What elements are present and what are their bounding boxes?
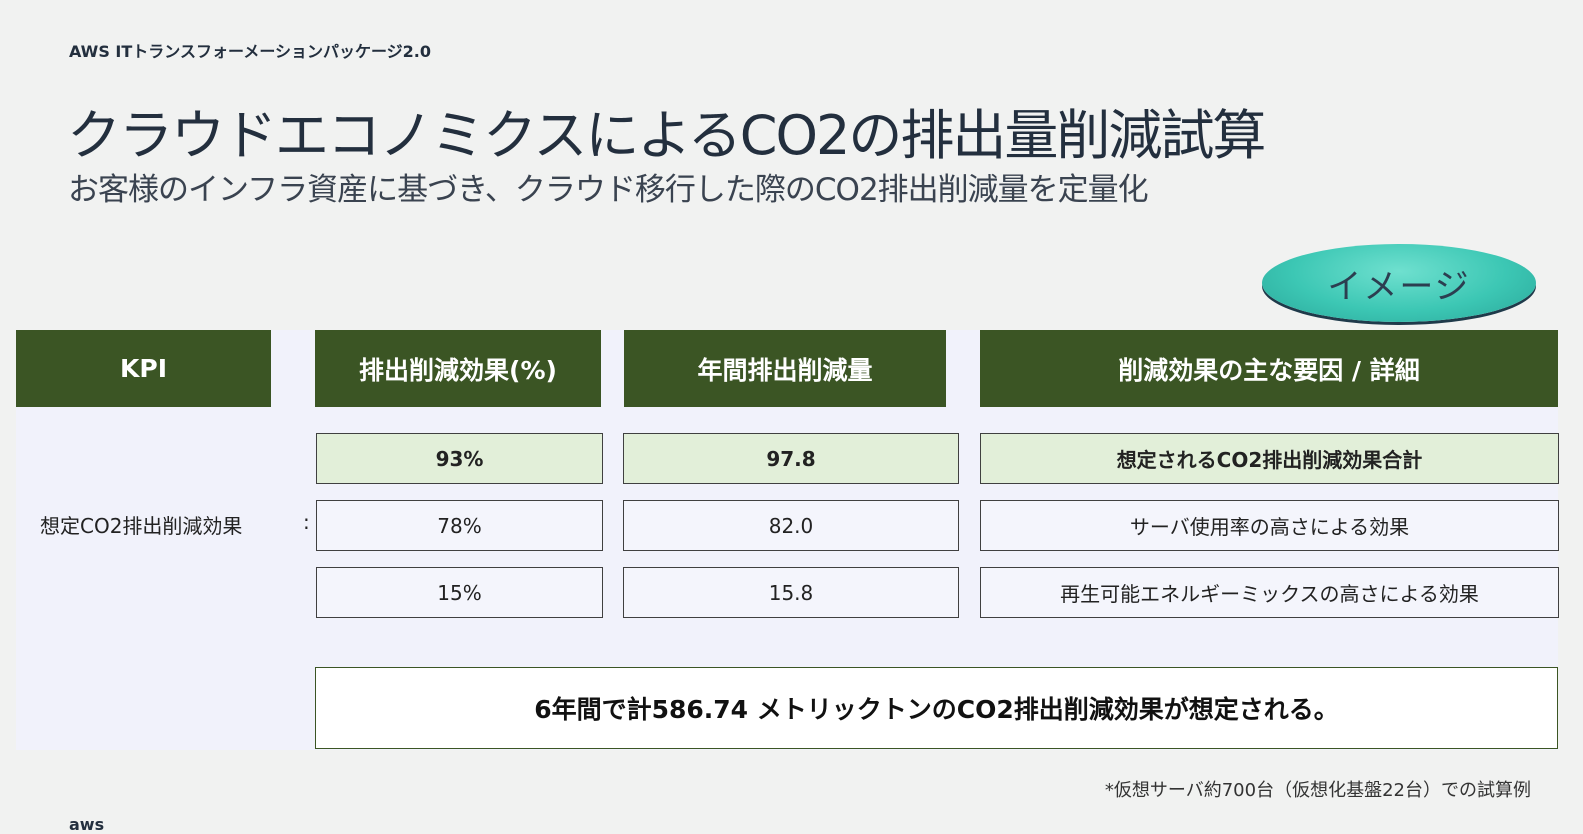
header-kpi: KPI xyxy=(16,330,271,407)
page-title: クラウドエコノミクスによるCO2の排出量削減試算 xyxy=(67,104,1266,167)
page-subtitle: お客様のインフラ資産に基づき、クラウド移行した際のCO2排出削減量を定量化 xyxy=(68,172,1149,208)
eyebrow-label: AWS ITトランスフォーメーションパッケージ2.0 xyxy=(69,42,432,61)
row-renewable-pct: 15% xyxy=(316,567,603,618)
row-utilization-detail: サーバ使用率の高さによる効果 xyxy=(980,500,1559,551)
header-detail: 削減効果の主な要因 / 詳細 xyxy=(980,330,1558,407)
row-total-detail: 想定されるCO2排出削減効果合計 xyxy=(980,433,1559,484)
row-total-pct: 93% xyxy=(316,433,603,484)
summary-box: 6年間で計586.74 メトリックトンのCO2排出削減効果が想定される。 xyxy=(315,667,1558,749)
kpi-colon: : xyxy=(303,510,310,534)
header-effect-pct: 排出削減効果(%) xyxy=(315,330,601,407)
header-annual-reduction: 年間排出削減量 xyxy=(624,330,946,407)
row-renewable-detail: 再生可能エネルギーミックスの高さによる効果 xyxy=(980,567,1559,618)
kpi-label: 想定CO2排出削減効果 xyxy=(40,514,243,538)
aws-logo: aws xyxy=(69,815,105,834)
footnote: *仮想サーバ約700台（仮想化基盤22台）での試算例 xyxy=(1104,780,1531,801)
row-total-annual: 97.8 xyxy=(623,433,959,484)
row-renewable-annual: 15.8 xyxy=(623,567,959,618)
row-utilization-pct: 78% xyxy=(316,500,603,551)
row-utilization-annual: 82.0 xyxy=(623,500,959,551)
image-badge: イメージ xyxy=(1262,244,1536,322)
